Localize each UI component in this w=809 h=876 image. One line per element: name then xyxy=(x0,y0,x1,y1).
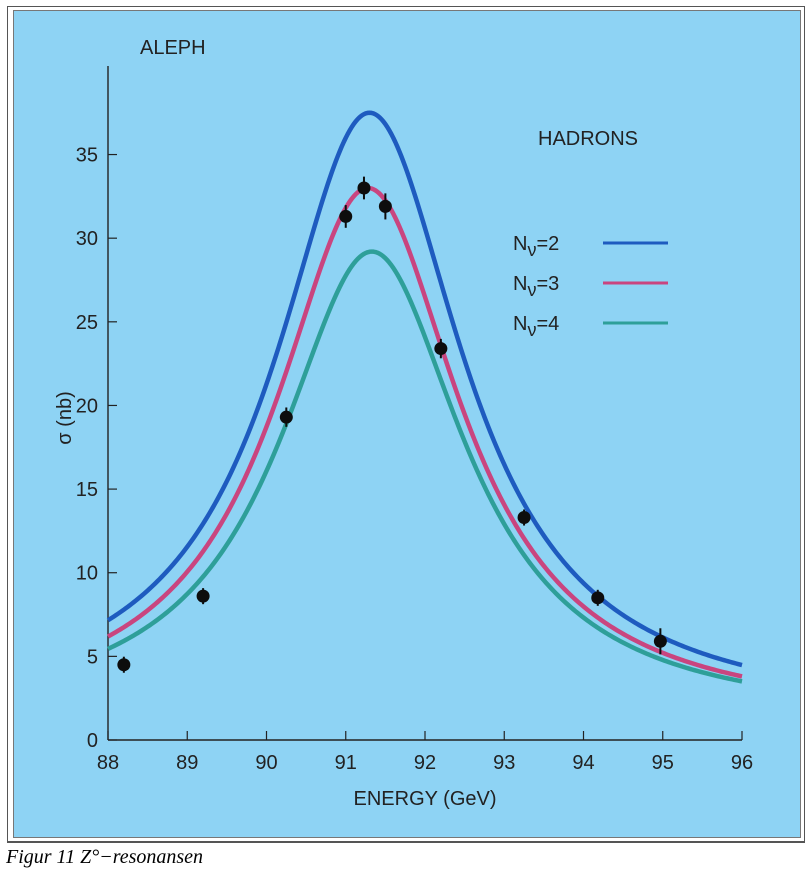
data-point xyxy=(339,209,353,223)
data-point xyxy=(591,591,605,605)
legend-label: Nν=4 xyxy=(513,313,559,340)
curve-series-2 xyxy=(106,110,743,668)
y-tick-label: 25 xyxy=(76,312,98,334)
x-tick-label: 95 xyxy=(652,752,674,774)
chart-title: ALEPH xyxy=(140,37,206,59)
chart-background xyxy=(13,10,801,838)
y-tick-label: 30 xyxy=(76,228,98,250)
data-point xyxy=(196,589,210,603)
figure-caption: Figur 11 Z°−resonansen xyxy=(6,846,204,868)
data-point xyxy=(653,634,667,648)
x-tick-label: 96 xyxy=(731,752,753,774)
curve-series-4 xyxy=(107,249,743,684)
x-tick-label: 92 xyxy=(414,752,436,774)
panel-label: HADRONS xyxy=(538,128,638,150)
resonance-chart: 88 89 90 91 92 93 94 95 96 0 5 10 15 20 25 30 35 ENERGY (… xyxy=(54,37,753,810)
legend-label: Nν=3 xyxy=(513,273,559,300)
x-tick-label: 93 xyxy=(493,752,515,774)
x-tick-label: 94 xyxy=(572,752,594,774)
legend-label: Nν=2 xyxy=(513,233,559,260)
x-tick-label: 88 xyxy=(97,752,119,774)
data-point xyxy=(378,199,392,213)
y-tick-label: 20 xyxy=(76,395,98,417)
x-tick-label: 91 xyxy=(335,752,357,774)
caption-rule xyxy=(7,842,805,843)
y-tick-label: 0 xyxy=(87,730,98,752)
curve-series-3 xyxy=(106,185,743,679)
y-tick-label: 35 xyxy=(76,145,98,167)
y-tick-label: 5 xyxy=(87,646,98,668)
data-point xyxy=(434,342,448,356)
data-point xyxy=(517,511,531,525)
x-tick-label: 89 xyxy=(176,752,198,774)
data-point xyxy=(117,658,131,672)
data-point xyxy=(357,181,371,195)
x-tick-label: 90 xyxy=(255,752,277,774)
y-tick-label: 10 xyxy=(76,563,98,585)
y-axis-label: σ (nb) xyxy=(54,391,76,444)
data-point xyxy=(279,410,293,424)
y-tick-label: 15 xyxy=(76,479,98,501)
x-axis-label: ENERGY (GeV) xyxy=(354,788,497,810)
